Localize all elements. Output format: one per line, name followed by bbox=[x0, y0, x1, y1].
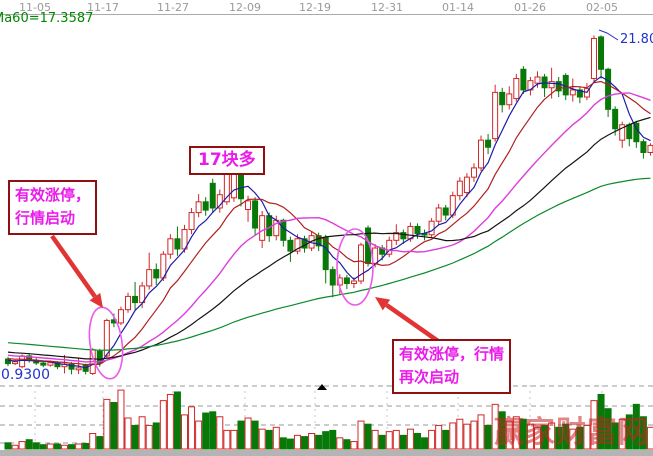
annotation-box-first-limit-up: 有效涨停， 行情启动 bbox=[8, 180, 98, 235]
pointer-arrowhead bbox=[375, 297, 391, 311]
date-tick-02-05: 02-05 bbox=[586, 1, 618, 14]
annotation-text: 再次启动 bbox=[399, 368, 460, 387]
pane-marker-triangle bbox=[317, 384, 327, 390]
annotation-text: 有效涨停， bbox=[15, 186, 91, 204]
ma5-line bbox=[7, 75, 651, 369]
pointer-arrowhead bbox=[89, 292, 103, 308]
date-tick-01-14: 01-14 bbox=[442, 1, 474, 14]
highlight-ellipse bbox=[88, 306, 124, 380]
volume-bars bbox=[4, 389, 653, 450]
ma-lines bbox=[7, 75, 651, 369]
ma30-line bbox=[7, 116, 651, 360]
annotation-box-17-yuan: 17块多 bbox=[189, 146, 265, 175]
ma20-line bbox=[7, 92, 651, 363]
date-tick-11-17: 11-17 bbox=[87, 1, 119, 14]
annotation-box-second-limit-up: 有效涨停，行情 再次启动 bbox=[392, 339, 512, 394]
date-tick-11-27: 11-27 bbox=[157, 1, 189, 14]
bottom-scrollbar-strip[interactable] bbox=[0, 450, 653, 456]
date-tick-01-26: 01-26 bbox=[514, 1, 546, 14]
ma60-value-label: Ma60=17.3587 bbox=[0, 11, 94, 26]
pointer-arrow bbox=[385, 303, 440, 343]
overlays bbox=[50, 29, 619, 390]
peak-price-label: 21.80 bbox=[620, 32, 653, 47]
low-price-label: 0.9300 bbox=[1, 367, 50, 383]
date-tick-12-31: 12-31 bbox=[371, 1, 403, 14]
annotation-text: 行情启动 bbox=[15, 209, 76, 228]
ma10-line bbox=[7, 80, 651, 366]
candlesticks bbox=[5, 35, 653, 376]
pointer-arrow bbox=[50, 234, 97, 298]
site-watermark: 赢家财富网 bbox=[494, 415, 649, 450]
annotation-text: 有效涨停，行情 bbox=[399, 345, 505, 363]
date-tick-11-05: 11-05 bbox=[19, 1, 51, 14]
date-tick-12-09: 12-09 bbox=[229, 1, 261, 14]
highlight-ellipse bbox=[336, 228, 374, 306]
date-tick-12-19: 12-19 bbox=[299, 1, 331, 14]
price-leader-line bbox=[598, 29, 619, 41]
ma60-line bbox=[7, 177, 651, 351]
annotation-text: 17块多 bbox=[198, 150, 256, 170]
